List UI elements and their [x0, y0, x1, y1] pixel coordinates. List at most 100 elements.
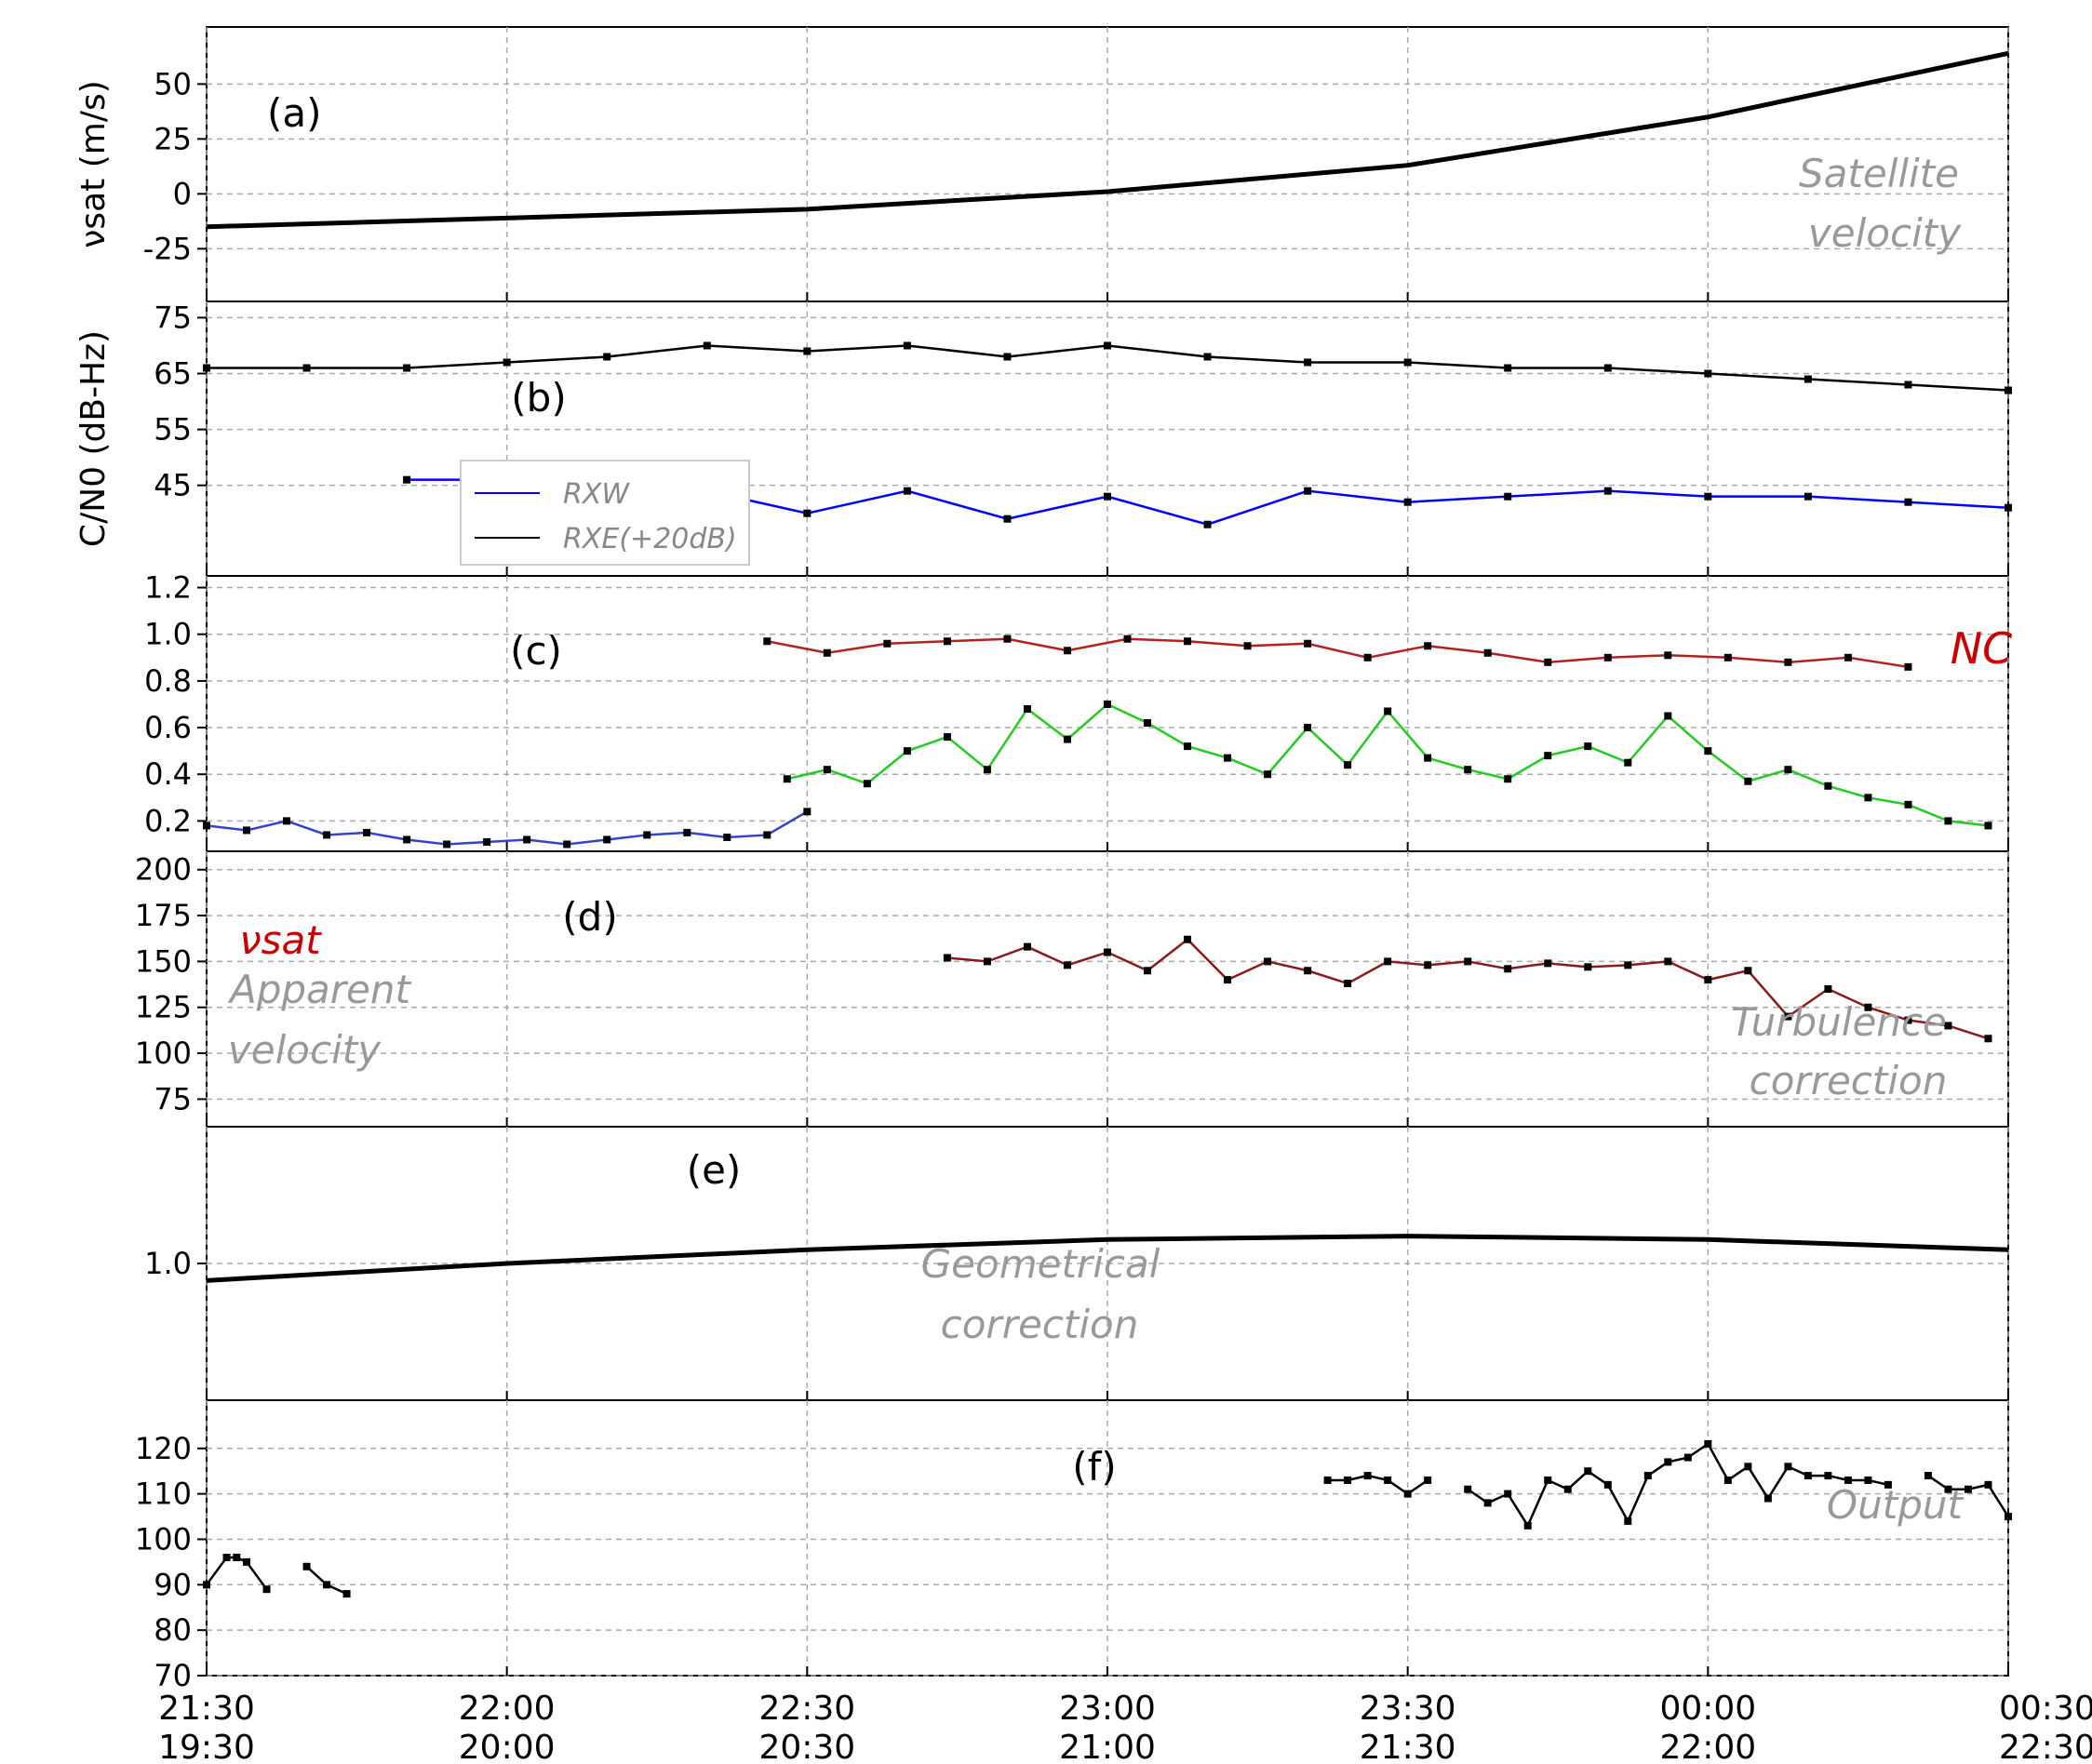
y-tick-label: 100 [135, 1036, 192, 1071]
point [1804, 1472, 1812, 1480]
point [1243, 642, 1252, 650]
point [302, 1562, 311, 1570]
point [1704, 369, 1712, 378]
annotation: Output [1827, 1482, 1964, 1528]
series-line [767, 637, 1909, 669]
point [1924, 1472, 1932, 1480]
point [1784, 1463, 1792, 1471]
point [1643, 1472, 1652, 1480]
point [1464, 1485, 1472, 1493]
point [1904, 1016, 1912, 1024]
point [483, 837, 491, 846]
x-tick-label-lt: 22:00 [1659, 1729, 1756, 1764]
point [1944, 1022, 1952, 1030]
point [763, 831, 771, 839]
point [1864, 794, 1872, 802]
point [1304, 724, 1312, 732]
point [703, 341, 711, 350]
point [1384, 957, 1392, 966]
point [1504, 965, 1512, 973]
point [1363, 1472, 1372, 1480]
point [1683, 1453, 1692, 1462]
point [1744, 1463, 1752, 1471]
point [1464, 766, 1472, 774]
point [943, 954, 951, 962]
point [1403, 358, 1412, 367]
point [1884, 1480, 1892, 1489]
point [1584, 963, 1592, 971]
point [262, 1585, 271, 1594]
point [1603, 487, 1612, 495]
point [1544, 752, 1552, 760]
point [1203, 353, 1212, 361]
point [1704, 1439, 1712, 1448]
point [363, 828, 371, 836]
y-tick-label: 65 [154, 356, 192, 392]
point [1704, 492, 1712, 501]
point [943, 733, 951, 742]
point [763, 637, 771, 646]
y-tick-label: 25 [154, 121, 192, 156]
point [1804, 375, 1812, 383]
point [323, 831, 331, 839]
point [233, 1554, 241, 1562]
point [1304, 967, 1312, 975]
series-line [205, 1556, 268, 1590]
annotation: (b) [511, 375, 566, 421]
annotation: correction [941, 1302, 1139, 1347]
point [1904, 381, 1912, 389]
point [1964, 1485, 1972, 1493]
point [1624, 758, 1632, 767]
annotation: Geometrical [921, 1241, 1160, 1287]
point [1504, 492, 1512, 501]
point [1904, 800, 1912, 808]
point [863, 780, 871, 788]
x-tick-label: 00:00 [1659, 1690, 1756, 1728]
point [523, 835, 531, 844]
point [1624, 961, 1632, 969]
point [1184, 637, 1192, 646]
annotation: νsat [239, 917, 322, 963]
point [1304, 639, 1312, 648]
y-tick-label: 0.8 [144, 663, 192, 699]
point [1624, 1517, 1632, 1525]
y-tick-label: 200 [135, 852, 192, 888]
y-tick-label: 55 [154, 412, 192, 448]
y-tick-label: 120 [135, 1431, 192, 1466]
point [1744, 967, 1752, 975]
point [803, 509, 811, 517]
point [1544, 658, 1552, 666]
point [1744, 777, 1752, 785]
y-tick-label: 125 [135, 990, 192, 1025]
point [1144, 719, 1152, 728]
point [443, 840, 451, 849]
point [1363, 653, 1372, 662]
point [903, 487, 911, 495]
y-tick-label: 110 [135, 1477, 192, 1512]
point [1944, 1485, 1952, 1493]
series-line [786, 702, 1989, 827]
y-tick-label: 75 [154, 1081, 192, 1116]
x-tick-label: 22:30 [758, 1690, 855, 1728]
point [1003, 635, 1012, 643]
point [1763, 1494, 1772, 1503]
point [1544, 959, 1552, 968]
y-tick-label: 70 [154, 1658, 192, 1693]
point [1063, 735, 1071, 743]
point [203, 822, 210, 830]
point [983, 957, 991, 966]
annotation: (e) [687, 1147, 742, 1193]
y-tick-label: 50 [154, 66, 192, 101]
point [983, 766, 991, 774]
point [1664, 712, 1672, 720]
series-line [206, 50, 2009, 230]
point [823, 766, 831, 774]
point [1784, 658, 1792, 666]
y-tick-label: 1.2 [144, 570, 192, 606]
point [603, 353, 611, 361]
point [1023, 704, 1031, 713]
point [1063, 647, 1071, 655]
point [1224, 754, 1232, 762]
point [1184, 935, 1192, 943]
